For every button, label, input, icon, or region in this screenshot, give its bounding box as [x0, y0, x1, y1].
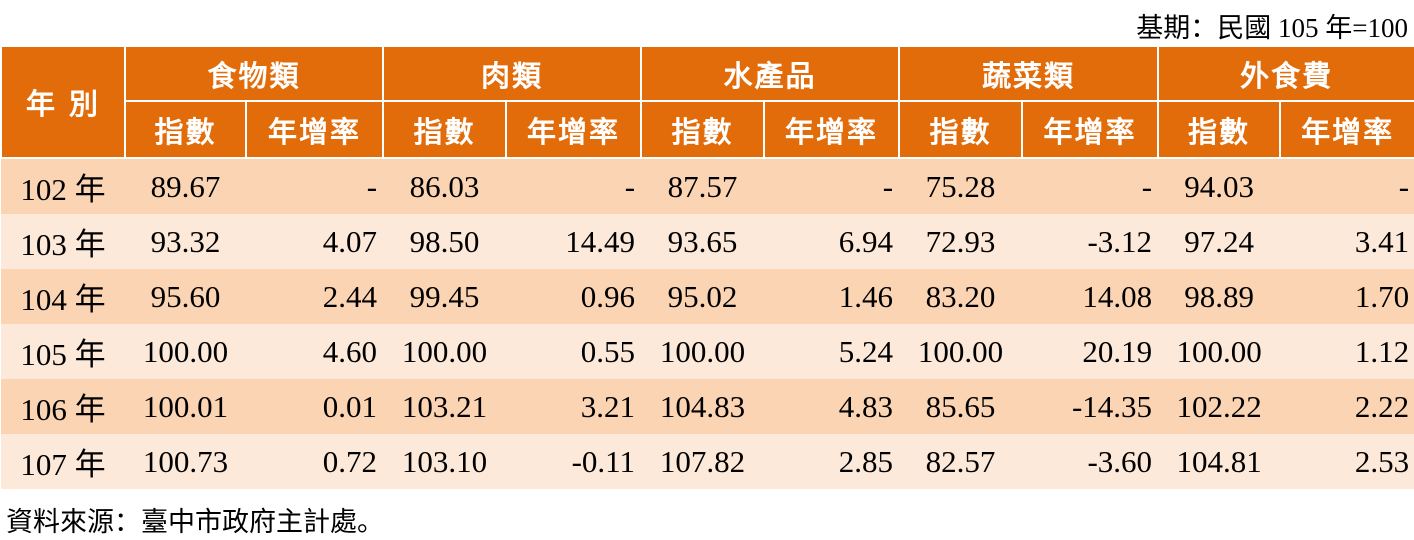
year-cell: 107 年: [1, 434, 125, 489]
group-header: 食物類: [123, 45, 385, 102]
growth-cell: 2.53: [1280, 434, 1414, 489]
column-header: 年增率: [763, 100, 901, 159]
index-cell: 100.00: [641, 324, 765, 379]
index-cell: 87.57: [641, 158, 765, 214]
index-cell: 104.81: [1158, 434, 1281, 489]
group-header: 外食費: [1157, 45, 1414, 102]
index-cell: 98.50: [383, 214, 507, 269]
price-index-table: 年 別食物類 肉類 水產品 蔬菜類 外食費 指數 年增率 指數 年增率 指數 年增率 指數 年增率 指數年…: [0, 45, 1414, 489]
index-cell: 89.67: [125, 158, 246, 214]
column-header: 指數: [124, 100, 247, 159]
growth-cell: -: [764, 158, 900, 214]
growth-cell: -3.12: [1022, 214, 1159, 269]
year-cell: 105 年: [1, 324, 125, 379]
header-row: 年 別食物類 肉類 水產品 蔬菜類 外食費: [0, 45, 1414, 159]
growth-cell: 3.41: [1280, 214, 1414, 269]
data-row: 102 年 89.67-86.03-87.57-75.28-94.03-: [1, 158, 1414, 214]
index-cell: 100.00: [899, 324, 1023, 379]
index-cell: 97.24: [1158, 214, 1281, 269]
growth-cell: 4.60: [246, 324, 384, 379]
growth-cell: 20.19: [1022, 324, 1159, 379]
data-row: 107 年 100.73 0.72 103.10 -0.11 107.82 2.85 82.5…: [1, 434, 1414, 489]
growth-cell: 14.49: [506, 214, 642, 269]
index-cell: 104.83: [641, 379, 765, 434]
index-cell: 93.65: [641, 214, 765, 269]
data-row: 106 年 100.01 0.01 103.21 3.21 104.83 4.83 85.65…: [1, 379, 1414, 434]
growth-cell: 1.46: [764, 269, 900, 324]
index-cell: 85.65: [899, 379, 1023, 434]
source-note: 資料來源：臺中市政府主計處。: [6, 507, 384, 537]
subheader-row: 指數 年增率 指數 年增率 指數 年增率 指數 年增率 指數 年增率: [1, 100, 1414, 159]
growth-cell: 0.72: [246, 434, 384, 489]
base-note: 基期：民國 105 年=100: [1136, 13, 1408, 43]
growth-cell: -14.35: [1022, 379, 1159, 434]
index-cell: 100.00: [1158, 324, 1281, 379]
column-header: 指數: [382, 100, 508, 159]
growth-cell: 3.21: [506, 379, 642, 434]
index-cell: 95.02: [641, 269, 765, 324]
index-cell: 103.21: [383, 379, 507, 434]
group-header: 蔬菜類: [898, 45, 1160, 102]
growth-cell: 0.96: [506, 269, 642, 324]
index-cell: 75.28: [899, 158, 1023, 214]
column-header: 指數: [898, 100, 1024, 159]
column-header: 指數: [640, 100, 766, 159]
index-cell: 83.20: [899, 269, 1023, 324]
group-header: 水產品: [640, 45, 901, 102]
growth-cell: 2.44: [246, 269, 384, 324]
index-cell: 98.89: [1158, 269, 1281, 324]
growth-cell: -0.11: [506, 434, 642, 489]
year-header: 年 別: [0, 45, 126, 159]
year-cell: 102 年: [1, 158, 125, 214]
index-cell: 95.60: [125, 269, 246, 324]
index-cell: 102.22: [1158, 379, 1281, 434]
growth-cell: 1.12: [1280, 324, 1414, 379]
year-cell: 104 年: [1, 269, 125, 324]
index-cell: 86.03: [383, 158, 507, 214]
growth-cell: -: [1280, 158, 1414, 214]
column-header: 年增率: [1021, 100, 1160, 159]
data-row: 103 年 93.32 4.07 98.50 14.49 93.65 6.94 72.93 -3…: [1, 214, 1414, 269]
growth-cell: 4.07: [246, 214, 384, 269]
growth-cell: -: [506, 158, 642, 214]
growth-cell: 0.01: [246, 379, 384, 434]
growth-cell: 6.94: [764, 214, 900, 269]
growth-cell: 5.24: [764, 324, 900, 379]
growth-cell: 0.55: [506, 324, 642, 379]
index-cell: 93.32: [125, 214, 246, 269]
growth-cell: 4.83: [764, 379, 900, 434]
index-cell: 107.82: [641, 434, 765, 489]
growth-cell: -: [246, 158, 384, 214]
growth-cell: 14.08: [1022, 269, 1159, 324]
data-row: 104 年 95.60 2.44 99.45 0.96 95.02 1.46 83.20 14.…: [1, 269, 1414, 324]
column-header: 年增率: [244, 100, 385, 159]
column-header: 年增率: [1279, 100, 1414, 159]
index-cell: 100.01: [125, 379, 246, 434]
growth-cell: -3.60: [1022, 434, 1159, 489]
growth-cell: 2.85: [764, 434, 900, 489]
growth-cell: 1.70: [1280, 269, 1414, 324]
data-row: 105 年 100.00 4.60 100.00 0.55 100.00 5.24 100.0…: [1, 324, 1414, 379]
group-header: 肉類: [382, 45, 643, 102]
index-cell: 103.10: [383, 434, 507, 489]
index-cell: 72.93: [899, 214, 1023, 269]
column-header: 年增率: [505, 100, 643, 159]
growth-cell: -: [1022, 158, 1159, 214]
index-cell: 82.57: [899, 434, 1023, 489]
growth-cell: 2.22: [1280, 379, 1414, 434]
year-cell: 106 年: [1, 379, 125, 434]
column-header: 指數: [1157, 100, 1282, 159]
index-cell: 100.00: [383, 324, 507, 379]
index-cell: 99.45: [383, 269, 507, 324]
year-cell: 103 年: [1, 214, 125, 269]
index-cell: 94.03: [1158, 158, 1281, 214]
index-cell: 100.00: [125, 324, 246, 379]
index-cell: 100.73: [125, 434, 246, 489]
